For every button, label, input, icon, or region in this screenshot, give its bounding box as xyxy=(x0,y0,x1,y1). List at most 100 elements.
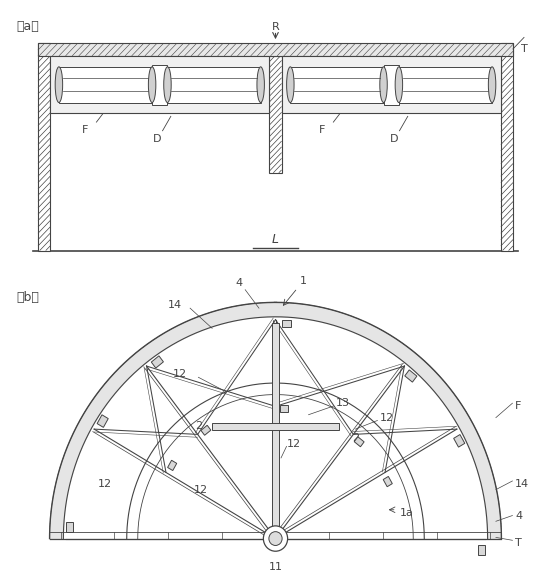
Polygon shape xyxy=(244,305,248,319)
Polygon shape xyxy=(193,318,200,332)
Polygon shape xyxy=(73,431,87,439)
Polygon shape xyxy=(50,521,64,525)
Polygon shape xyxy=(323,308,328,323)
Polygon shape xyxy=(447,399,460,410)
Ellipse shape xyxy=(257,67,264,103)
Polygon shape xyxy=(215,310,222,325)
Polygon shape xyxy=(482,484,496,490)
Polygon shape xyxy=(93,397,105,408)
Polygon shape xyxy=(379,332,388,346)
Polygon shape xyxy=(480,478,494,483)
Polygon shape xyxy=(165,331,174,345)
Polygon shape xyxy=(399,347,409,360)
Polygon shape xyxy=(236,305,241,320)
Text: T: T xyxy=(521,44,527,54)
Polygon shape xyxy=(487,526,501,529)
Polygon shape xyxy=(485,499,499,504)
Polygon shape xyxy=(176,325,184,340)
Polygon shape xyxy=(394,343,404,356)
Polygon shape xyxy=(430,377,441,388)
Polygon shape xyxy=(70,438,84,446)
Polygon shape xyxy=(123,363,134,375)
Polygon shape xyxy=(121,364,132,377)
Polygon shape xyxy=(321,308,326,323)
Polygon shape xyxy=(74,429,88,438)
Polygon shape xyxy=(351,318,358,332)
Polygon shape xyxy=(213,311,219,325)
Polygon shape xyxy=(62,461,75,468)
Polygon shape xyxy=(475,458,489,465)
Polygon shape xyxy=(318,308,324,322)
Polygon shape xyxy=(332,311,338,325)
Polygon shape xyxy=(407,353,417,366)
Polygon shape xyxy=(182,323,190,336)
Polygon shape xyxy=(357,320,364,335)
Polygon shape xyxy=(207,313,213,327)
Polygon shape xyxy=(480,475,494,481)
Text: 2: 2 xyxy=(352,433,359,443)
Polygon shape xyxy=(170,329,178,343)
Polygon shape xyxy=(487,524,501,527)
Polygon shape xyxy=(55,484,69,490)
Polygon shape xyxy=(340,314,347,328)
Polygon shape xyxy=(299,304,302,319)
Polygon shape xyxy=(452,407,464,418)
Polygon shape xyxy=(361,323,369,336)
Polygon shape xyxy=(391,340,400,354)
Bar xyxy=(168,67,261,103)
Circle shape xyxy=(269,532,282,545)
Polygon shape xyxy=(91,399,104,410)
Polygon shape xyxy=(450,403,462,414)
Polygon shape xyxy=(478,470,493,476)
Polygon shape xyxy=(272,302,274,317)
Polygon shape xyxy=(336,312,342,327)
Polygon shape xyxy=(153,339,163,352)
Polygon shape xyxy=(147,343,157,356)
Polygon shape xyxy=(52,499,66,504)
Polygon shape xyxy=(375,330,383,344)
Text: 12: 12 xyxy=(287,438,301,449)
Polygon shape xyxy=(485,504,499,509)
Polygon shape xyxy=(469,442,483,450)
Polygon shape xyxy=(51,509,65,513)
Polygon shape xyxy=(347,316,353,331)
Polygon shape xyxy=(460,422,473,431)
Polygon shape xyxy=(155,338,164,351)
Polygon shape xyxy=(132,355,143,367)
Text: 14: 14 xyxy=(168,300,182,310)
Polygon shape xyxy=(78,422,91,431)
Bar xyxy=(282,56,501,113)
Ellipse shape xyxy=(148,67,156,103)
Polygon shape xyxy=(189,320,196,334)
Polygon shape xyxy=(249,304,252,319)
Polygon shape xyxy=(260,303,263,317)
Polygon shape xyxy=(85,410,98,419)
Text: T: T xyxy=(515,538,522,548)
Polygon shape xyxy=(57,475,71,481)
Polygon shape xyxy=(220,309,226,324)
Text: F: F xyxy=(82,125,89,135)
Polygon shape xyxy=(482,482,495,488)
Polygon shape xyxy=(453,410,466,419)
Text: F: F xyxy=(515,401,522,411)
Polygon shape xyxy=(57,478,71,483)
Polygon shape xyxy=(388,339,398,352)
Polygon shape xyxy=(470,445,484,452)
Polygon shape xyxy=(68,442,82,450)
Polygon shape xyxy=(72,433,85,442)
Polygon shape xyxy=(478,468,491,474)
Bar xyxy=(383,476,392,487)
Polygon shape xyxy=(448,401,461,412)
Polygon shape xyxy=(50,526,64,529)
Polygon shape xyxy=(69,440,83,448)
Polygon shape xyxy=(258,303,261,317)
Polygon shape xyxy=(457,416,470,425)
Polygon shape xyxy=(419,364,430,377)
Polygon shape xyxy=(50,531,63,534)
Polygon shape xyxy=(484,497,498,502)
Polygon shape xyxy=(61,463,74,470)
Polygon shape xyxy=(161,334,170,347)
Text: L: L xyxy=(272,233,279,245)
Bar xyxy=(59,67,152,103)
Polygon shape xyxy=(52,504,66,509)
